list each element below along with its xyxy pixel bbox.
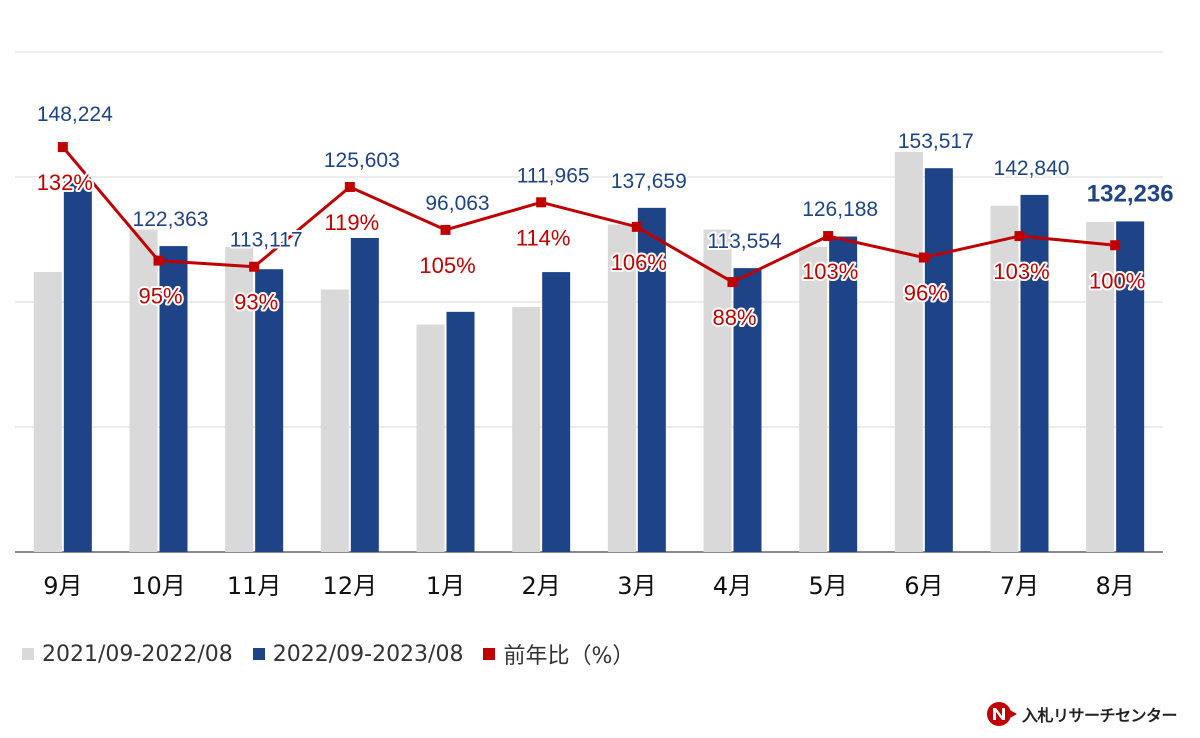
bar-current-year	[255, 269, 284, 552]
x-tick-label: 3月	[617, 572, 656, 600]
ratio-line	[57, 142, 1121, 288]
legend-item-prev-year[interactable]: 2021/09-2022/08	[22, 642, 233, 667]
ratio-value-label: 103%	[993, 259, 1049, 284]
ratio-value-label: 88%	[712, 305, 756, 330]
bar-value-label: 122,363	[133, 208, 209, 231]
ratio-point	[918, 252, 929, 263]
ratio-value-label: 103%	[802, 259, 858, 284]
legend-item-current-year[interactable]: 2022/09-2023/08	[252, 641, 464, 667]
ratio-point	[1110, 240, 1121, 251]
ratio-value-label: 100%	[1089, 268, 1145, 293]
bar-value-label: 132,236	[1087, 180, 1174, 207]
bar-prev-year	[225, 247, 254, 552]
bar-value-label: 142,840	[994, 157, 1070, 180]
x-tick-label: 5月	[809, 572, 848, 600]
bars	[33, 152, 1145, 553]
bar-current-year	[159, 246, 188, 552]
bar-prev-year	[607, 224, 636, 552]
x-tick-label: 10月	[131, 572, 186, 600]
ratio-point	[57, 142, 68, 153]
bar-prev-year	[512, 307, 541, 552]
logo-n-icon	[987, 702, 1017, 726]
legend-label-ratio: 前年比（%）	[503, 644, 635, 669]
bar-value-label: 113,554	[707, 230, 782, 253]
ratio-point	[631, 221, 642, 232]
legend-item-ratio[interactable]: 前年比（%）	[483, 638, 634, 670]
bar-value-label: 148,224	[37, 103, 113, 126]
bar-current-year	[1116, 221, 1145, 552]
ratio-value-label: 119%	[325, 210, 380, 235]
bar-prev-year	[129, 229, 158, 552]
bar-prev-year	[990, 205, 1019, 552]
legend: 2021/09-2022/08 2022/09-2023/08 前年比（%）	[22, 638, 654, 670]
ratio-value-label: 95%	[138, 284, 182, 309]
x-tick-label: 1月	[426, 572, 465, 600]
bar-prev-year	[894, 152, 923, 552]
ratio-value-label: 96%	[904, 281, 948, 306]
bar-value-label: 126,188	[802, 198, 878, 221]
x-axis-ticks: 9月 10月 11月 12月 1月 2月 3月 4月 5月 6月 7月 8月	[43, 572, 1135, 600]
ratio-point	[536, 197, 547, 208]
x-tick-label: 7月	[1000, 572, 1039, 600]
legend-label-prev-year: 2021/09-2022/08	[42, 641, 233, 667]
bar-current-year	[1020, 194, 1049, 552]
legend-swatch-gray	[22, 648, 34, 660]
bar-value-label: 113,117	[230, 229, 303, 252]
ratio-value-label: 132%	[37, 170, 93, 195]
x-tick-label: 11月	[227, 572, 282, 600]
bar-current-year	[542, 272, 571, 552]
bar-prev-year	[1086, 222, 1115, 552]
bar-current-year	[446, 311, 475, 552]
bar-prev-year	[416, 324, 445, 552]
bar-prev-year	[703, 229, 732, 552]
data-labels: 148,224 132% 122,363 95% 113,117 93% 125,603 11…	[35, 101, 1176, 332]
ratio-point	[727, 277, 738, 288]
chart: 148,224 132% 122,363 95% 113,117 93% 125,603 11…	[15, 51, 1176, 600]
x-tick-label: 8月	[1096, 572, 1135, 600]
bar-value-label: 125,603	[324, 149, 400, 172]
bar-prev-year	[33, 272, 62, 552]
bar-current-year	[63, 181, 92, 552]
bar-value-label: 137,659	[611, 170, 687, 193]
x-tick-label: 2月	[522, 572, 561, 600]
bar-value-label: 96,063	[425, 192, 489, 215]
ratio-value-label: 106%	[611, 250, 667, 275]
legend-swatch-red	[483, 648, 496, 660]
x-tick-label: 9月	[43, 572, 82, 600]
bar-prev-year	[799, 247, 828, 552]
x-tick-label: 6月	[904, 572, 943, 600]
x-tick-label: 12月	[323, 572, 378, 600]
x-tick-label: 4月	[713, 572, 752, 600]
bar-current-year	[350, 237, 379, 552]
ratio-value-label: 105%	[419, 253, 475, 278]
brand-name: 入札リサーチセンター	[1022, 706, 1178, 725]
ratio-value-label: 93%	[234, 290, 278, 315]
ratio-point	[440, 224, 451, 235]
legend-swatch-blue	[252, 648, 265, 660]
ratio-point	[249, 261, 260, 272]
legend-label-current-year: 2022/09-2023/08	[272, 641, 464, 667]
ratio-point	[153, 255, 164, 266]
bar-value-label: 153,517	[898, 130, 974, 153]
ratio-point	[823, 231, 834, 242]
grid-lines	[15, 51, 1163, 553]
bar-prev-year	[320, 289, 349, 552]
ratio-point	[344, 181, 355, 192]
bar-current-year	[829, 236, 858, 552]
bar-current-year	[924, 168, 953, 552]
bar-current-year	[637, 207, 666, 553]
brand-logo: 入札リサーチセンター	[986, 700, 1178, 728]
bar-value-label: 111,965	[517, 164, 590, 187]
bar-current-year	[733, 268, 762, 552]
ratio-point	[1014, 231, 1025, 242]
ratio-value-label: 114%	[516, 225, 571, 250]
ratio-line-path	[61, 146, 1116, 284]
